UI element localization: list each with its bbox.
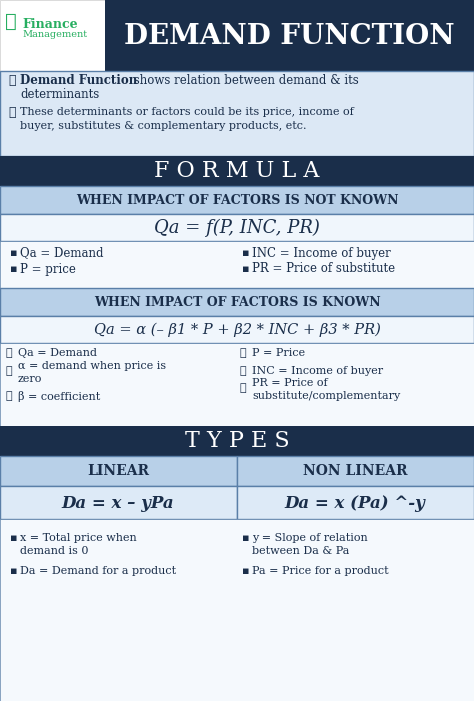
Text: ☘: ☘ [5,13,17,31]
Text: ❖: ❖ [6,391,13,401]
Text: ▪: ▪ [10,248,18,258]
Text: ❖: ❖ [8,105,16,118]
Text: substitute/complementary: substitute/complementary [252,391,400,401]
FancyBboxPatch shape [237,456,474,486]
Text: Da = Demand for a product: Da = Demand for a product [20,566,176,576]
FancyBboxPatch shape [0,71,474,156]
Text: LINEAR: LINEAR [87,464,149,478]
Text: ❖: ❖ [240,366,246,376]
Text: ▪: ▪ [10,566,18,576]
FancyBboxPatch shape [0,214,474,241]
Text: Pa = Price for a product: Pa = Price for a product [252,566,389,576]
Text: ▪: ▪ [242,248,249,258]
Text: ❖: ❖ [6,366,13,376]
Text: shows relation between demand & its: shows relation between demand & its [130,74,359,86]
Text: F O R M U L A: F O R M U L A [155,160,319,182]
Text: WHEN IMPACT OF FACTORS IS KNOWN: WHEN IMPACT OF FACTORS IS KNOWN [94,296,380,308]
Text: ▪: ▪ [242,566,249,576]
FancyBboxPatch shape [0,426,474,456]
Text: Qa = Demand: Qa = Demand [20,247,103,259]
Text: determinants: determinants [20,88,99,100]
Text: ▪: ▪ [242,264,249,274]
Text: WHEN IMPACT OF FACTORS IS NOT KNOWN: WHEN IMPACT OF FACTORS IS NOT KNOWN [76,193,398,207]
Text: ▪: ▪ [10,533,18,543]
Text: α = demand when price is: α = demand when price is [18,361,166,371]
Text: ▪: ▪ [10,264,18,274]
FancyBboxPatch shape [0,0,105,71]
Text: These determinants or factors could be its price, income of: These determinants or factors could be i… [20,107,354,117]
Text: between Da & Pa: between Da & Pa [252,546,349,556]
Text: Demand Function: Demand Function [20,74,137,86]
FancyBboxPatch shape [0,456,237,486]
Text: y = Slope of relation: y = Slope of relation [252,533,368,543]
Text: PR = Price of substitute: PR = Price of substitute [252,262,395,275]
Text: Da = x (Pa) ^-y: Da = x (Pa) ^-y [284,494,425,512]
Text: INC = Income of buyer: INC = Income of buyer [252,247,391,259]
Text: ❖: ❖ [6,348,13,358]
Text: Qa = α (– β1 * P + β2 * INC + β3 * PR): Qa = α (– β1 * P + β2 * INC + β3 * PR) [93,322,381,337]
Text: T Y P E S: T Y P E S [185,430,289,452]
FancyBboxPatch shape [0,343,474,426]
Text: P = price: P = price [20,262,76,275]
FancyBboxPatch shape [0,519,474,701]
Text: demand is 0: demand is 0 [20,546,89,556]
Text: DEMAND FUNCTION: DEMAND FUNCTION [124,22,454,50]
FancyBboxPatch shape [0,186,474,214]
Text: Qa = Demand: Qa = Demand [18,348,97,358]
Text: Finance: Finance [22,18,78,31]
Text: buyer, substitutes & complementary products, etc.: buyer, substitutes & complementary produ… [20,121,307,131]
Text: Qa = f(P, INC, PR): Qa = f(P, INC, PR) [154,219,320,237]
FancyBboxPatch shape [0,316,474,343]
Text: NON LINEAR: NON LINEAR [303,464,407,478]
FancyBboxPatch shape [0,241,474,288]
Text: P = Price: P = Price [252,348,305,358]
Text: x = Total price when: x = Total price when [20,533,137,543]
FancyBboxPatch shape [105,0,474,71]
Text: PR = Price of: PR = Price of [252,378,328,388]
Text: ❖: ❖ [240,383,246,393]
Text: ❖: ❖ [240,348,246,358]
Text: Da = x – yPa: Da = x – yPa [62,494,174,512]
Text: zero: zero [18,374,42,384]
Text: Management: Management [22,30,87,39]
Text: β = coefficient: β = coefficient [18,390,100,402]
FancyBboxPatch shape [0,288,474,316]
Text: INC = Income of buyer: INC = Income of buyer [252,366,383,376]
Text: ❖: ❖ [8,74,16,86]
FancyBboxPatch shape [237,486,474,519]
FancyBboxPatch shape [0,156,474,186]
Text: ▪: ▪ [242,533,249,543]
FancyBboxPatch shape [0,486,237,519]
